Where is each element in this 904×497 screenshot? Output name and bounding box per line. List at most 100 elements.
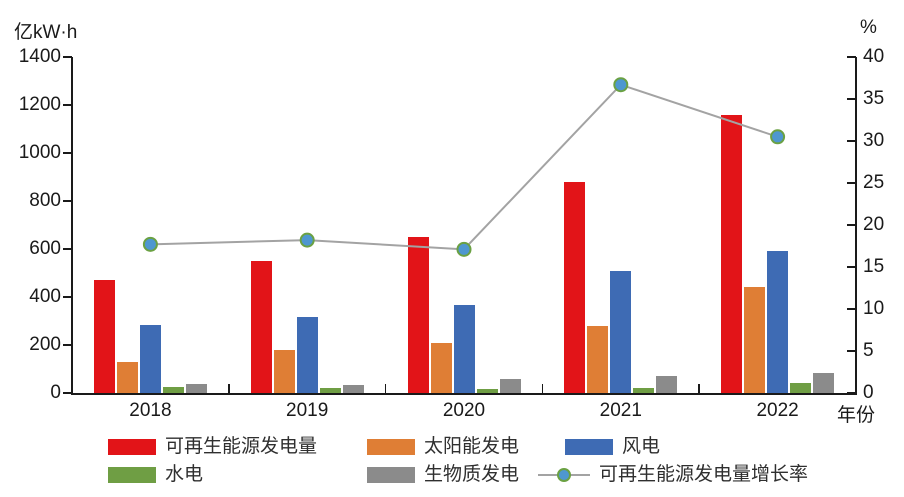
growth-rate-line [150, 83, 778, 251]
y-axis-left-tick [63, 200, 72, 202]
x-axis-category-label: 2018 [129, 400, 172, 421]
y-axis-right-tick [847, 266, 856, 268]
y-axis-right-line [855, 57, 857, 395]
bar-renewable-total-2021 [564, 182, 586, 393]
legend-item-wind: 风电 [565, 436, 661, 457]
bar-wind-2018 [139, 325, 161, 393]
legend-label-solar: 太阳能发电 [424, 436, 520, 457]
y-axis-right-tick [847, 182, 856, 184]
bar-hydro-2022 [790, 383, 812, 393]
y-axis-left-tick [63, 392, 72, 394]
legend-item-hydro: 水电 [108, 464, 204, 485]
bar-biomass-2018 [185, 383, 207, 393]
y-axis-right-tick [847, 98, 856, 100]
growth-rate-marker-2020 [456, 241, 472, 257]
legend-label-biomass: 生物质发电 [424, 464, 520, 485]
y-axis-left-tick [63, 104, 72, 106]
y-axis-right-tick-label: 5 [863, 340, 874, 361]
y-axis-right-tick-label: 40 [863, 46, 885, 67]
legend-swatch-renewable-total [108, 439, 156, 455]
legend-label-wind: 风电 [622, 436, 661, 457]
growth-rate-marker-2021 [613, 77, 629, 93]
legend-item-biomass: 生物质发电 [367, 464, 520, 485]
x-axis-tick [228, 384, 230, 393]
y-axis-left-tick-label: 1400 [18, 46, 61, 67]
y-axis-left-tick-label: 0 [50, 382, 61, 403]
bar-hydro-2018 [162, 387, 184, 393]
y-axis-left-tick [63, 56, 72, 58]
y-axis-left-tick-label: 800 [29, 190, 61, 211]
y-axis-right-tick-label: 25 [863, 172, 885, 193]
legend-swatch-solar [367, 439, 415, 455]
y-axis-right-tick-label: 10 [863, 298, 885, 319]
bar-wind-2019 [296, 316, 318, 393]
legend-swatch-wind [565, 439, 613, 455]
y-axis-left-tick-label: 1200 [18, 94, 61, 115]
bar-solar-2020 [430, 342, 452, 393]
growth-rate-marker-2022 [770, 129, 786, 145]
legend-item-solar: 太阳能发电 [367, 436, 520, 457]
legend-swatch-biomass [367, 467, 415, 483]
bar-biomass-2021 [656, 376, 678, 393]
legend-label-hydro: 水电 [165, 464, 204, 485]
bar-wind-2020 [453, 304, 475, 393]
bar-renewable-total-2020 [407, 237, 429, 393]
x-axis-tick [384, 384, 387, 393]
x-axis-category-label: 2019 [286, 400, 329, 421]
x-axis-line [71, 392, 857, 395]
bar-solar-2019 [273, 350, 295, 393]
bar-solar-2018 [116, 361, 138, 393]
y-axis-right-tick [847, 224, 856, 226]
y-axis-right-tick [847, 140, 856, 142]
legend-label-growth-rate: 可再生能源发电量增长率 [599, 464, 809, 485]
y-axis-right-tick [847, 392, 856, 394]
y-axis-right-tick-label: 20 [863, 214, 885, 235]
y-axis-left-tick [63, 296, 72, 298]
growth-rate-marker-2018 [142, 236, 158, 252]
right-axis-title: % [860, 17, 877, 38]
y-axis-right-tick-label: 35 [863, 88, 885, 109]
bar-renewable-total-2018 [93, 280, 115, 393]
y-axis-right-tick [847, 308, 856, 310]
bar-hydro-2020 [476, 388, 498, 393]
bar-renewable-total-2022 [721, 114, 743, 393]
bar-solar-2021 [587, 325, 609, 393]
legend-swatch-hydro [108, 467, 156, 483]
bar-biomass-2020 [499, 378, 521, 393]
y-axis-left-tick-label: 200 [29, 334, 61, 355]
y-axis-right-tick-label: 30 [863, 130, 885, 151]
legend-line-dot [557, 468, 571, 482]
y-axis-right-tick-label: 0 [863, 382, 874, 403]
y-axis-right-tick-label: 15 [863, 256, 885, 277]
x-axis-title: 年份 [837, 405, 876, 426]
x-axis-category-label: 2020 [442, 400, 486, 421]
y-axis-left-line [71, 57, 73, 395]
y-axis-left-tick-label: 400 [29, 286, 61, 307]
x-axis-tick [541, 384, 544, 393]
bar-renewable-total-2019 [250, 261, 272, 393]
bar-hydro-2019 [319, 387, 341, 393]
x-axis-category-label: 2022 [756, 400, 799, 421]
y-axis-left-tick-label: 1000 [18, 142, 61, 163]
y-axis-right-tick [847, 350, 856, 352]
bar-hydro-2021 [633, 388, 655, 393]
x-axis-category-label: 2021 [599, 400, 642, 421]
x-axis-tick [698, 384, 700, 393]
y-axis-left-tick [63, 344, 72, 346]
legend-label-renewable-total: 可再生能源发电量 [165, 436, 318, 457]
y-axis-left-tick-label: 600 [29, 238, 61, 259]
legend-item-renewable-total: 可再生能源发电量 [108, 436, 318, 457]
bar-biomass-2022 [813, 372, 835, 393]
bar-wind-2022 [767, 251, 789, 393]
growth-rate-marker-2019 [299, 232, 315, 248]
left-axis-title: 亿kW·h [14, 22, 78, 43]
y-axis-left-tick [63, 248, 72, 250]
bar-wind-2021 [610, 270, 632, 393]
y-axis-left-tick [63, 152, 72, 154]
legend-item-growth-rate: 可再生能源发电量增长率 [538, 464, 809, 485]
y-axis-right-tick [847, 56, 856, 58]
legend-line-marker-icon [538, 467, 590, 483]
bar-solar-2022 [744, 287, 766, 393]
